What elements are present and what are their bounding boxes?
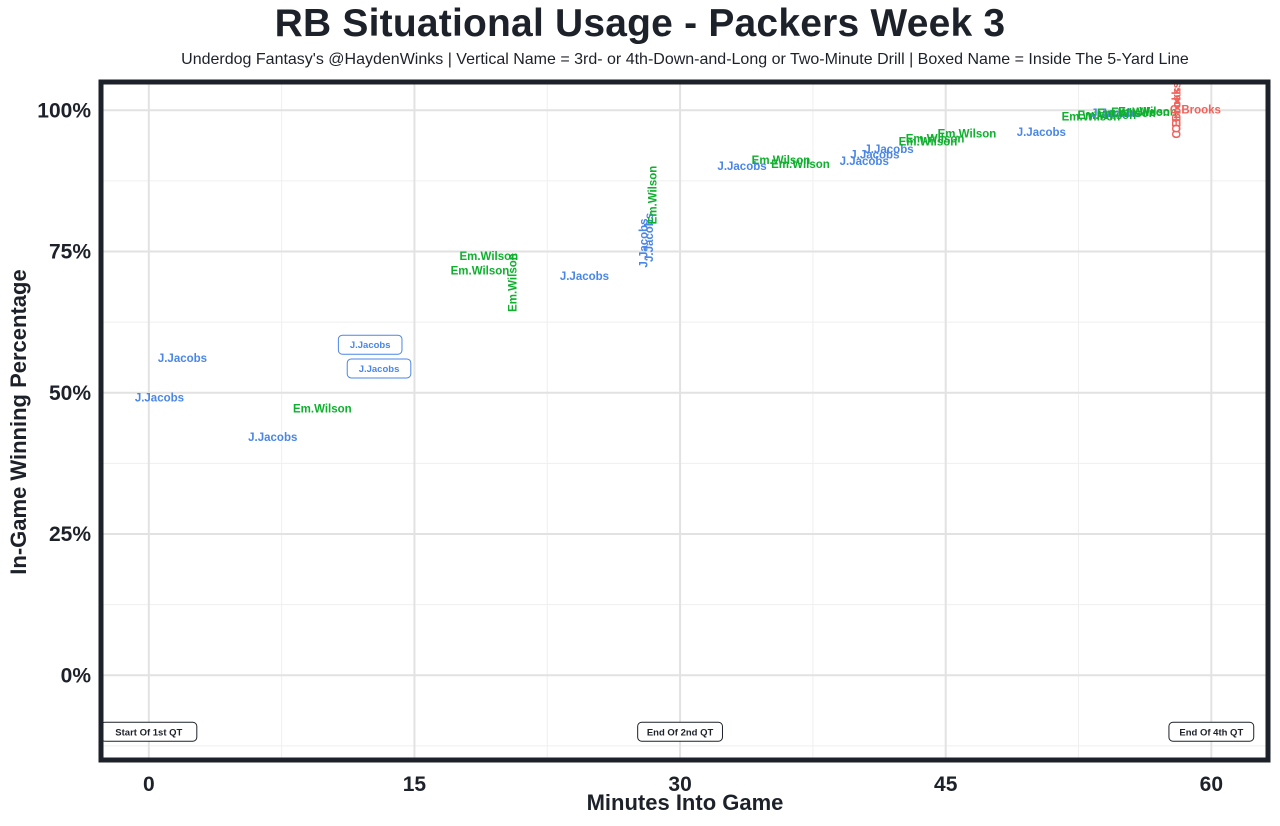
vertical-point-label: C.Brooks [1172, 82, 1184, 133]
vertical-point-label: C.Brooks [1172, 88, 1184, 139]
point-label: J.Jacobs [135, 392, 184, 404]
point-label: J.Jacobs [560, 271, 609, 283]
point-label: J.Jacobs [350, 340, 391, 351]
x-tick-label: 45 [934, 773, 958, 796]
point-label: J.Jacobs [359, 364, 400, 375]
chart-title: RB Situational Usage - Packers Week 3 [274, 2, 1006, 45]
point-label: Em.Wilson [1062, 112, 1121, 124]
point-label: Em.Wilson [1078, 110, 1137, 122]
point-label: Em.Wilson [899, 136, 958, 148]
point-label-box [346, 358, 412, 379]
point-label: J.Jacobs [850, 149, 899, 161]
point-label: Em.Wilson [906, 134, 965, 146]
y-tick-label: 0% [61, 664, 92, 687]
y-axis-title-text: In-Game Winning Percentage [6, 269, 31, 575]
boxed-point-label: J.Jacobs [346, 358, 412, 379]
vertical-point-label: J.Jacobs [639, 218, 651, 267]
x-tick-label: 30 [668, 773, 691, 796]
x-tick-label: 0 [143, 773, 155, 796]
point-labels-layer: J.JacobsJ.JacobsJ.JacobsEm.WilsonJ.Jacob… [135, 82, 1221, 444]
point-label: Em.Wilson [293, 404, 352, 416]
vertical-point-label: Em.Wilson [508, 253, 520, 312]
chart-subtitle: Underdog Fantasy's @HaydenWinks | Vertic… [181, 51, 1189, 68]
point-label: J.Jacobs [1017, 127, 1066, 139]
period-marker-box [637, 721, 723, 742]
x-tick-label: 15 [403, 773, 427, 796]
period-marker-label: End Of 4th QT [1179, 727, 1243, 738]
point-label-box [337, 334, 403, 355]
x-axis-title: Minutes Into Game [586, 790, 784, 815]
point-label: Em.Wilson [771, 159, 830, 171]
point-label: Em.Wilson [1111, 107, 1170, 119]
y-tick-label: 75% [49, 241, 91, 264]
vertical-point-label: J.Jacobs [644, 213, 656, 262]
point-label: Em.Wilson [752, 155, 811, 167]
period-marker-box [1168, 721, 1255, 742]
x-tick-label: 60 [1200, 773, 1223, 796]
period-marker: Start Of 1st QT [100, 721, 198, 742]
point-label: Em.Wilson [938, 129, 997, 141]
point-label: J.Jacobs [864, 144, 913, 156]
y-tick-label: 100% [37, 99, 91, 122]
period-marker-label: Start Of 1st QT [115, 727, 182, 738]
plot-panel-border [98, 79, 1271, 763]
point-label: J.Jacobs [840, 156, 889, 168]
period-marker-label: End Of 2nd QT [647, 727, 714, 738]
vertical-point-label: Em.Wilson [648, 166, 660, 225]
point-label: Em.Wilson [1097, 108, 1156, 120]
y-tick-label: 50% [49, 382, 91, 405]
point-label: J.Jacobs [717, 161, 766, 173]
point-label: Em.Wilson [459, 251, 518, 263]
point-label: C.Brooks [1170, 104, 1221, 116]
boxed-point-label: J.Jacobs [337, 334, 403, 355]
point-label: Em.Wilson [1118, 107, 1177, 119]
point-label: J.Jacobs [1091, 108, 1140, 120]
point-label: J.Jacobs [158, 353, 207, 365]
y-tick-label: 25% [49, 523, 91, 546]
point-label: Em.Wilson [451, 265, 510, 277]
period-marker: End Of 2nd QT [637, 721, 723, 742]
point-label: J.Jacobs [248, 432, 297, 444]
period-marker: End Of 4th QT [1168, 721, 1255, 742]
